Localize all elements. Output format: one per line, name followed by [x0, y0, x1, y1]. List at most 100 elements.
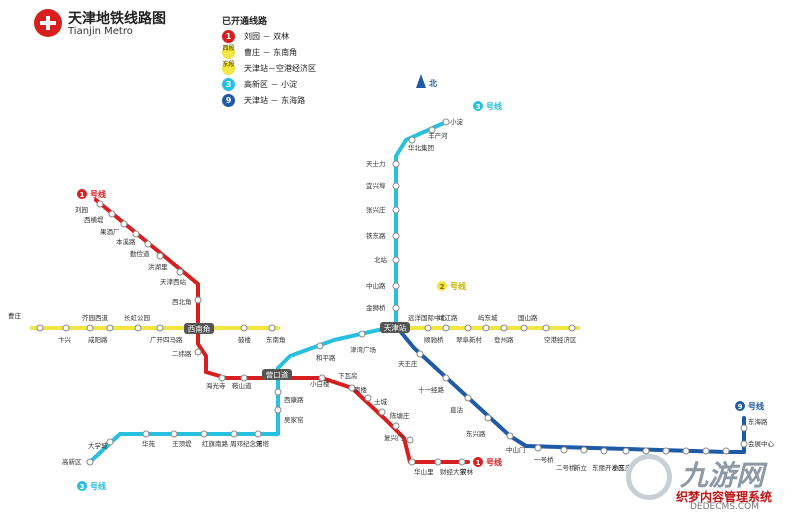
line1-top-label: 号线 [90, 189, 106, 199]
station-label: 芥园西道 [82, 313, 109, 322]
station-dot [108, 210, 116, 218]
station-label: 小白楼 [310, 379, 330, 388]
station-dot [424, 324, 432, 332]
station-label: 西横堤 [84, 215, 104, 224]
station-dot [194, 296, 202, 304]
station-dot [600, 447, 608, 455]
station-label: 周邓纪念馆 [230, 439, 263, 448]
station-label: 咸阳路 [88, 335, 108, 344]
station-dot [120, 220, 128, 228]
station-label: 土城 [374, 397, 388, 406]
station-dot [132, 230, 140, 238]
station-label: 天王庄 [398, 359, 418, 368]
logo: 天津地铁线路图 Tianjin Metro [34, 8, 184, 42]
station-label: 吴家窑 [284, 415, 304, 424]
line-9-path [394, 324, 746, 454]
station-label: 远洋国际中心 [408, 313, 448, 322]
line1-top-badge-icon [77, 189, 87, 199]
station-label: 华山里 [414, 467, 434, 476]
station-dot [580, 446, 588, 454]
station-dot [392, 160, 400, 168]
station-dot [378, 408, 386, 416]
north-label: 北 [429, 79, 437, 88]
line3-bot-badge-icon [77, 481, 87, 491]
station-dot [740, 424, 748, 432]
legend-label: 天津站－空港经济区 [244, 64, 316, 73]
station-label: 小东庄 [612, 463, 632, 472]
station-dot [348, 384, 356, 392]
station-dot [106, 324, 114, 332]
legend-label: 刘园 － 双林 [244, 32, 290, 41]
station-dot [392, 282, 400, 290]
station-dot [622, 447, 630, 455]
station-label: 天塔 [256, 439, 270, 448]
legend-row: 西段 曹庄 － 东南角 [222, 46, 362, 60]
legend-label: 高新区 － 小淀 [244, 80, 298, 89]
station-dot [144, 240, 152, 248]
station-dot [682, 447, 690, 455]
legend: 已开通线路 1 刘园 － 双林 西段 曹庄 － 东南角 东段 天津站－空港经济区… [214, 12, 364, 116]
line2-label: 号线 [450, 281, 466, 291]
transfer-yingkoudao-label: 营口道 [266, 370, 289, 380]
station-dot [274, 388, 282, 396]
station-label: 勤俭道 [130, 249, 150, 258]
station-dot [318, 374, 326, 382]
station-label: 王顶堤 [172, 439, 192, 448]
line3-top-badge: 3 [476, 103, 481, 111]
transfer-xinanjiao-box [184, 323, 214, 334]
station-dot [464, 394, 472, 402]
station-dot [176, 268, 184, 276]
station-dot [218, 374, 226, 382]
station-dot [392, 182, 400, 190]
station-label: 海光寺 [206, 381, 226, 390]
legend-badge: 西段 [222, 46, 235, 59]
station-dot [484, 414, 492, 422]
station-dot [722, 447, 730, 455]
station-label: 广开四马路 [150, 335, 183, 344]
station-dot [274, 406, 282, 414]
station-label: 一号桥 [534, 455, 554, 464]
station-label: 新立 [574, 463, 588, 472]
logo-title-cn: 天津地铁线路图 [68, 11, 166, 27]
station-dot [442, 118, 450, 126]
station-dot [392, 232, 400, 240]
station-label: 和平路 [316, 353, 336, 362]
transfer-tianjinzhan-label: 天津站 [384, 323, 407, 333]
station-label: 东丽开发区 [592, 463, 625, 472]
station-label: 西北角 [172, 297, 192, 306]
station-dot [268, 324, 276, 332]
station-label: 金狮桥 [366, 303, 386, 312]
watermark: 九游网 织梦内容管理系统 DEDECMS.COM [618, 452, 798, 514]
station-dot [62, 324, 70, 332]
compass: 北 [416, 74, 446, 96]
station-dot [142, 430, 150, 438]
station-dot [482, 324, 490, 332]
station-label: 空港经济区 [544, 335, 577, 344]
line1-end-badge-icon [473, 457, 483, 467]
station-label: 天津西站 [160, 277, 187, 286]
station-label: 二纬路 [172, 349, 192, 358]
station-dot [86, 458, 94, 466]
line3-bot-badge: 3 [80, 483, 85, 491]
station-label: 铁东路 [366, 231, 386, 240]
station-label: 宜兴埠 [366, 181, 386, 190]
station-dot [408, 458, 416, 466]
station-label: 红旗南路 [202, 439, 229, 448]
station-dot [392, 304, 400, 312]
watermark-logo-icon [626, 454, 672, 500]
station-dot [560, 446, 568, 454]
station-dot [416, 350, 424, 358]
station-dot [568, 324, 576, 332]
station-dot [506, 432, 514, 440]
station-label: 丰产河 [428, 131, 448, 140]
station-label: 二号桥 [556, 463, 576, 472]
station-label: 靖江路 [438, 313, 458, 322]
station-dot [170, 430, 178, 438]
station-label: 会展中心 [748, 439, 775, 448]
line3-bot-label: 号线 [90, 481, 106, 491]
station-dot [458, 458, 466, 466]
station-label: 直沽 [450, 405, 464, 414]
legend-row: 1 刘园 － 双林 [222, 30, 362, 44]
station-dot [392, 256, 400, 264]
